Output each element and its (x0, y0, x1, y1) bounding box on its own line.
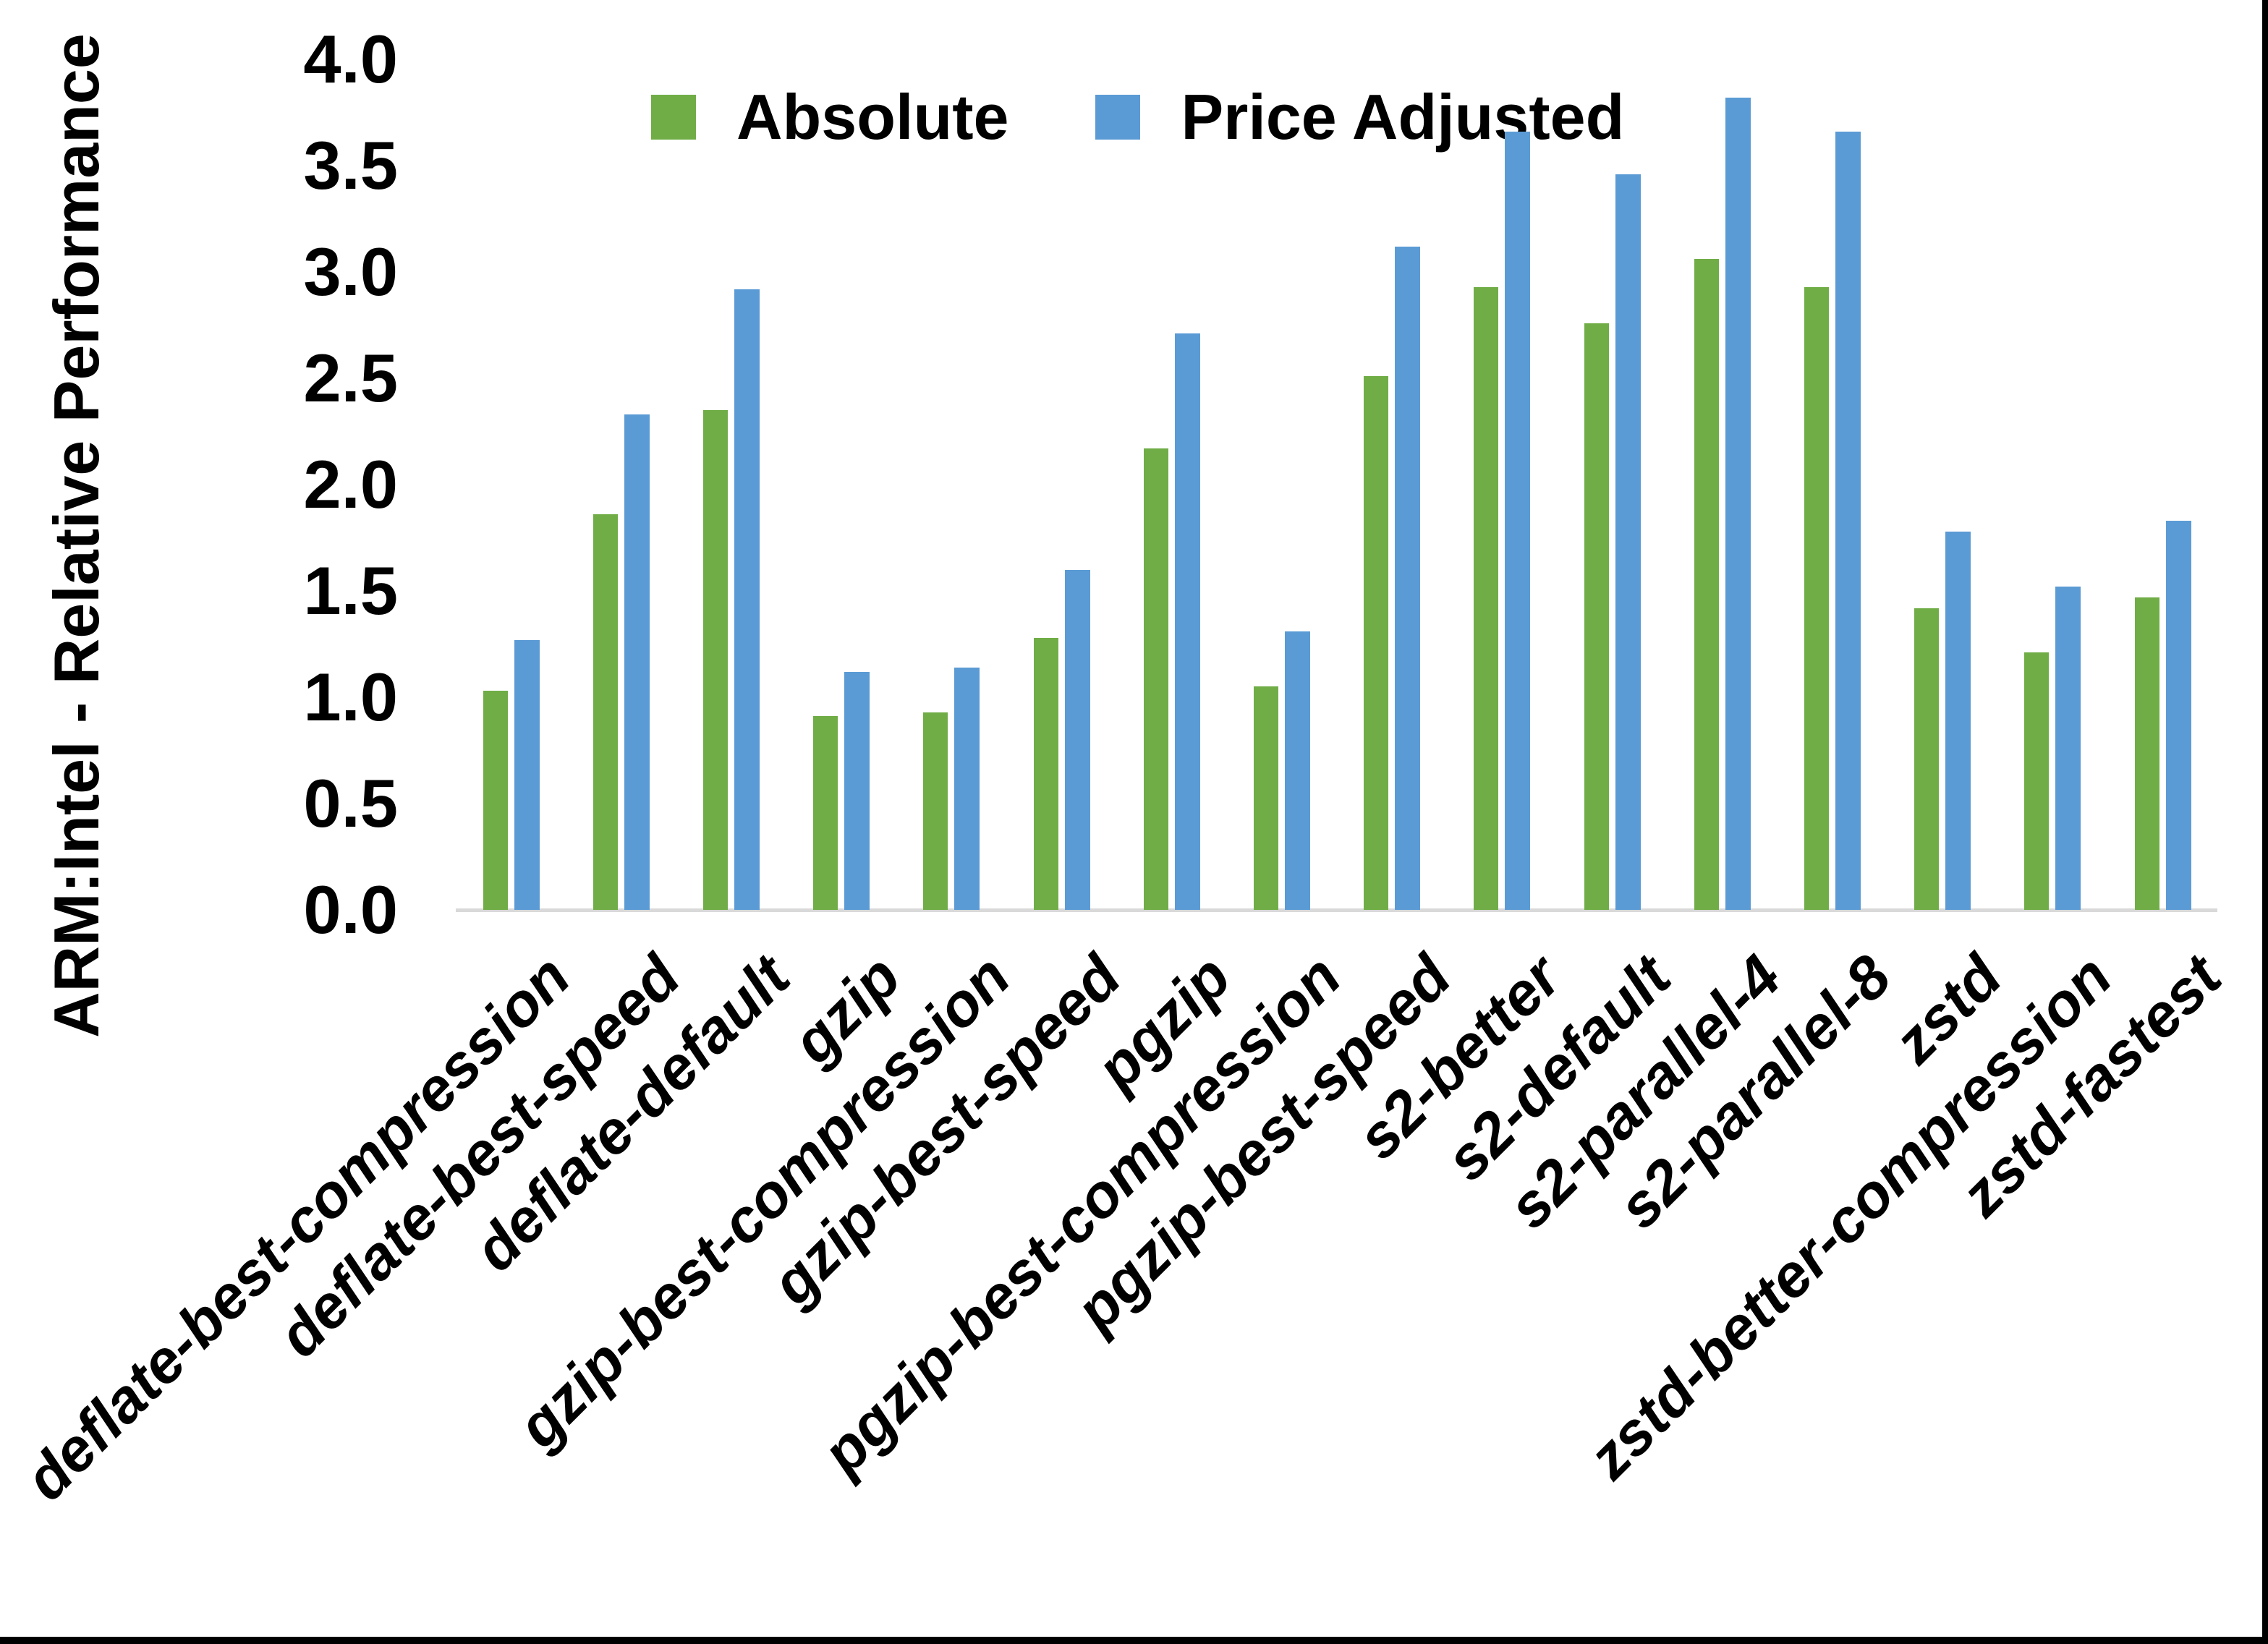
y-tick-label: 4.0 (303, 21, 398, 97)
bar-absolute-gzip-best-compression (923, 712, 948, 910)
bar-absolute-zstd-fastest (2135, 597, 2159, 910)
frame-border-right (2262, 0, 2268, 1644)
y-tick-label: 2.0 (303, 446, 398, 522)
bar-price-adjusted-s2-parallel-8 (1835, 132, 1861, 910)
bar-absolute-deflate-default (703, 410, 728, 910)
bar-price-adjusted-deflate-best-speed (624, 414, 650, 910)
legend-label-price-adjusted: Price Adjusted (1181, 81, 1625, 153)
bar-price-adjusted-zstd-fastest (2166, 521, 2191, 910)
y-tick-label: 3.0 (303, 234, 398, 310)
bar-price-adjusted-pgzip-best-speed (1395, 247, 1420, 910)
y-tick-label: 3.5 (303, 127, 398, 203)
bar-absolute-zstd (1914, 608, 1939, 910)
bar-absolute-deflate-best-speed (593, 514, 618, 910)
legend: Absolute Price Adjusted (651, 81, 1711, 153)
bar-absolute-s2-parallel-8 (1804, 287, 1829, 910)
bar-price-adjusted-gzip-best-speed (1065, 570, 1090, 910)
bar-price-adjusted-zstd (1945, 532, 1971, 910)
bar-price-adjusted-gzip-best-compression (954, 668, 980, 910)
bar-absolute-gzip-best-speed (1034, 638, 1058, 910)
bar-price-adjusted-deflate-default (734, 289, 760, 910)
x-axis-line (456, 908, 2217, 912)
bar-absolute-s2-parallel-4 (1694, 259, 1719, 910)
bar-price-adjusted-deflate-best-compression (514, 640, 540, 910)
y-tick-label: 0.5 (303, 765, 398, 841)
y-tick-label: 2.5 (303, 340, 398, 416)
bar-absolute-pgzip (1144, 448, 1168, 910)
legend-label-absolute: Absolute (736, 81, 1009, 153)
bar-absolute-gzip (813, 716, 838, 910)
bar-absolute-s2-default (1584, 323, 1609, 910)
frame-border-bottom (0, 1637, 2268, 1644)
bar-price-adjusted-s2-parallel-4 (1725, 98, 1751, 910)
y-tick-label: 0.0 (303, 872, 398, 947)
bar-absolute-s2-better (1474, 287, 1498, 910)
bar-absolute-pgzip-best-speed (1364, 376, 1388, 910)
y-axis-title-text: ARM:Intel - Relative Performance (41, 33, 112, 1038)
legend-swatch-absolute (651, 95, 696, 140)
bar-absolute-deflate-best-compression (483, 691, 508, 910)
legend-swatch-price-adjusted (1095, 95, 1141, 140)
bar-price-adjusted-pgzip (1175, 333, 1200, 910)
bar-price-adjusted-s2-default (1615, 174, 1641, 910)
bar-absolute-pgzip-best-compression (1254, 686, 1278, 910)
y-tick-label: 1.0 (303, 659, 398, 735)
bar-price-adjusted-zstd-better-compression (2055, 587, 2081, 910)
bar-price-adjusted-s2-better (1505, 132, 1530, 910)
bar-price-adjusted-pgzip-best-compression (1285, 631, 1310, 910)
bar-absolute-zstd-better-compression (2024, 652, 2049, 910)
bar-price-adjusted-gzip (844, 672, 870, 910)
y-tick-label: 1.5 (303, 553, 398, 629)
